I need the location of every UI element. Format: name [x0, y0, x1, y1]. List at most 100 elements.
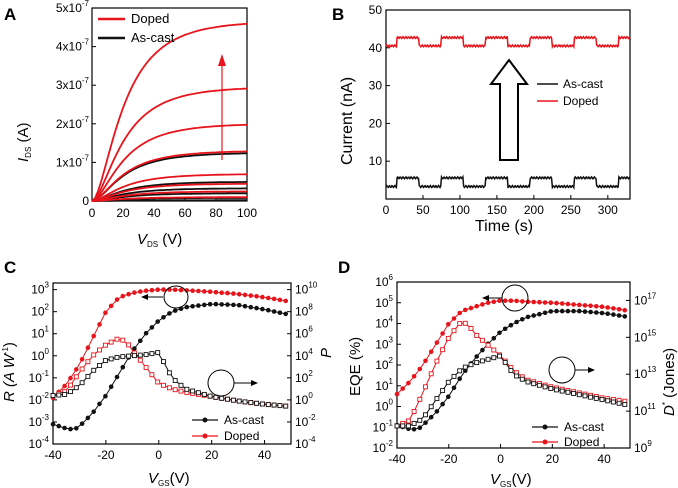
as-cast-d--marker	[491, 355, 497, 361]
doped-d--marker	[451, 328, 457, 334]
y-tick-label: 100	[375, 398, 393, 414]
as-cast-p-marker	[62, 392, 68, 397]
doped-eqe-marker	[531, 299, 536, 305]
doped-eqe-marker	[406, 380, 411, 386]
annotation-ellipse-right	[548, 356, 576, 384]
doped-r-marker	[132, 290, 137, 295]
panel-label-d: D	[338, 258, 350, 277]
as-cast-p-marker	[219, 395, 225, 401]
as-cast-eqe-marker	[565, 308, 571, 314]
doped-eqe-marker	[491, 299, 497, 305]
doped-eqe-marker	[457, 310, 463, 316]
panel-a-output-curves: 0 1x10-7 2x10-7 3x10-7 4x10-7 5x10-7 0 20 40 60 8…	[15, 0, 257, 249]
as-cast-r-marker	[97, 401, 102, 407]
doped-d--marker	[417, 396, 423, 402]
doped-eqe-marker	[400, 386, 406, 391]
x-tick-label: -20	[97, 448, 115, 462]
doped-eqe-marker	[514, 298, 519, 304]
doped-r-marker	[114, 297, 120, 302]
doped-p-marker	[108, 339, 114, 345]
y-tick-label: 10-4	[29, 435, 50, 451]
as-cast-p-marker	[254, 400, 260, 406]
x-tick-label: 40	[147, 206, 161, 220]
doped-eqe-marker	[616, 307, 622, 312]
as-cast-d--marker	[434, 396, 440, 402]
annotation-ellipse-left	[163, 285, 189, 309]
as-cast-d--marker	[445, 379, 451, 385]
as-cast-r-marker	[254, 305, 259, 311]
y-tick-label: 10-2	[29, 391, 50, 407]
x-tick-label: 20	[546, 452, 560, 466]
as-cast-p-marker	[126, 353, 132, 359]
as-cast-r-marker	[213, 301, 219, 307]
x-tick-label: 100	[237, 206, 257, 220]
y2-tick-label: 108	[295, 303, 313, 319]
panel-label-c: C	[4, 258, 16, 277]
as-cast-r-line	[52, 303, 286, 430]
doped-r-marker	[184, 288, 190, 293]
as-cast-p-marker	[97, 363, 102, 368]
x-tick-label: 60	[178, 206, 192, 220]
doped-eqe-marker	[480, 302, 485, 307]
as-cast-d--marker	[485, 356, 491, 362]
as-cast-eqe-marker	[463, 368, 468, 374]
as-cast-p-marker	[195, 390, 201, 396]
as-cast-r-marker	[114, 374, 120, 380]
doped-eqe-line	[396, 300, 625, 395]
as-cast-eqe-marker	[514, 319, 519, 325]
doped-r-marker	[79, 357, 85, 362]
as-cast-d--marker	[502, 359, 508, 365]
as-cast-d--marker	[514, 373, 520, 379]
as-cast-r-marker	[167, 311, 172, 316]
x-tick-label: 0	[155, 448, 162, 462]
doped-eqe-marker	[434, 340, 440, 345]
legend-label-doped: Doped	[224, 429, 259, 443]
as-cast-r-marker	[184, 304, 190, 310]
as-cast-eqe-marker	[525, 314, 531, 320]
as-cast-r-marker	[91, 409, 96, 415]
as-cast-p-marker	[242, 399, 248, 405]
doped-current-trace	[385, 34, 631, 50]
as-cast-p-marker	[271, 402, 277, 408]
y-tick-label: 2x10-7	[56, 115, 90, 131]
as-cast-d--marker	[622, 402, 628, 407]
y-tick-label: 1x10-7	[56, 153, 90, 169]
doped-eqe-marker	[559, 301, 565, 306]
as-cast-p-marker	[207, 393, 213, 399]
doped-r-marker	[202, 289, 207, 294]
as-cast-r-marker	[277, 310, 283, 316]
as-cast-d--marker	[400, 423, 406, 429]
as-cast-p-marker	[137, 352, 143, 358]
as-cast-d--marker	[542, 384, 548, 390]
as-cast-eqe-marker	[520, 317, 525, 322]
as-cast-r-marker	[50, 421, 56, 427]
x-tick-label: 20	[205, 448, 219, 462]
doped-r-marker	[85, 345, 91, 351]
as-cast-r-marker	[143, 330, 149, 336]
doped-eqe-marker	[474, 303, 480, 309]
doped-p-marker	[166, 385, 172, 391]
doped-p-marker	[114, 336, 120, 342]
as-cast-p-marker	[225, 396, 230, 402]
panel-d-ylabel: EQE (%)	[347, 337, 364, 396]
as-cast-eqe-marker	[571, 308, 576, 314]
doped-d--marker	[423, 384, 428, 390]
doped-curve-7	[91, 196, 247, 202]
doped-eqe-marker	[577, 302, 582, 308]
as-cast-eqe-marker	[451, 385, 457, 391]
as-cast-r-marker	[79, 421, 85, 427]
legend-label-doped: Doped	[131, 11, 169, 26]
as-cast-p-marker	[277, 403, 283, 409]
doped-d--marker	[474, 332, 480, 338]
y2-tick-label: 10-4	[295, 435, 316, 451]
doped-r-marker	[248, 293, 254, 298]
as-cast-eqe-marker	[588, 309, 593, 315]
as-cast-p-marker	[91, 367, 97, 373]
as-cast-r-marker	[149, 325, 155, 330]
panel-d-y2label: D* (Jones)	[661, 348, 678, 416]
doped-eqe-marker	[440, 331, 445, 336]
legend-label-ascast: As-cast	[224, 413, 265, 427]
doped-eqe-marker	[508, 298, 514, 304]
as-cast-r-marker	[225, 302, 230, 307]
doped-p-marker	[79, 366, 85, 372]
